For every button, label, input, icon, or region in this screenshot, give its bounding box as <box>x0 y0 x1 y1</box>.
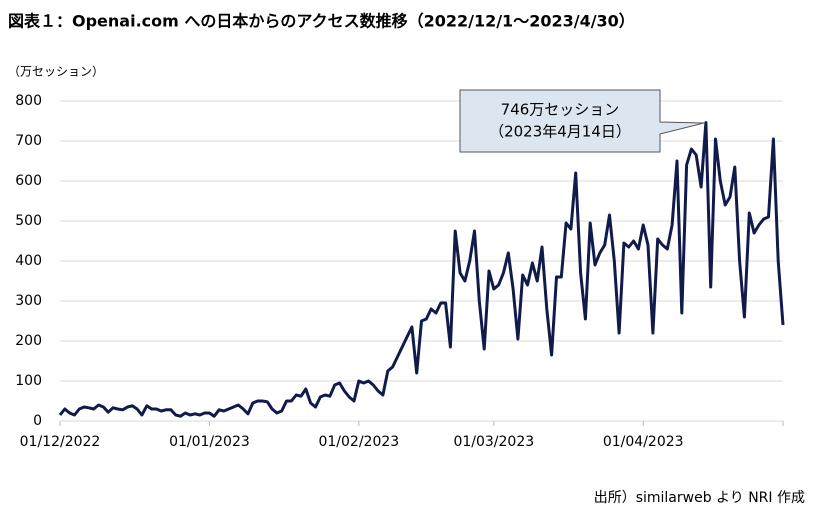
y-tick-label: 800 <box>15 93 42 109</box>
chart-title: 図表１：Openai.com への日本からのアクセス数推移（2022/12/1～… <box>8 12 635 31</box>
y-tick-label: 200 <box>15 333 42 349</box>
callout-text: 746万セッション <box>501 101 620 119</box>
x-tick-label: 01/03/2023 <box>453 434 534 450</box>
x-tick-label: 01/04/2023 <box>603 434 684 450</box>
y-tick-label: 600 <box>15 173 42 189</box>
x-tick-label: 01/01/2023 <box>169 434 250 450</box>
source: 出所）similarweb より NRI 作成 <box>594 490 805 506</box>
x-tick-label: 01/12/2022 <box>20 434 101 450</box>
y-tick-label: 400 <box>15 253 42 269</box>
y-tick-label: 500 <box>15 213 42 229</box>
callout-text: （2023年4月14日） <box>489 123 631 141</box>
y-tick-label: 700 <box>15 133 42 149</box>
y-tick-label: 0 <box>33 413 42 429</box>
y-tick-label: 300 <box>15 293 42 309</box>
data-line <box>58 121 785 418</box>
callout: 746万セッション （2023年4月14日） <box>459 89 705 153</box>
callout-box <box>459 89 705 153</box>
y-tick-label: 100 <box>15 373 42 389</box>
y-unit: （万セッション） <box>8 65 104 79</box>
x-tick-label: 01/02/2023 <box>318 434 399 450</box>
